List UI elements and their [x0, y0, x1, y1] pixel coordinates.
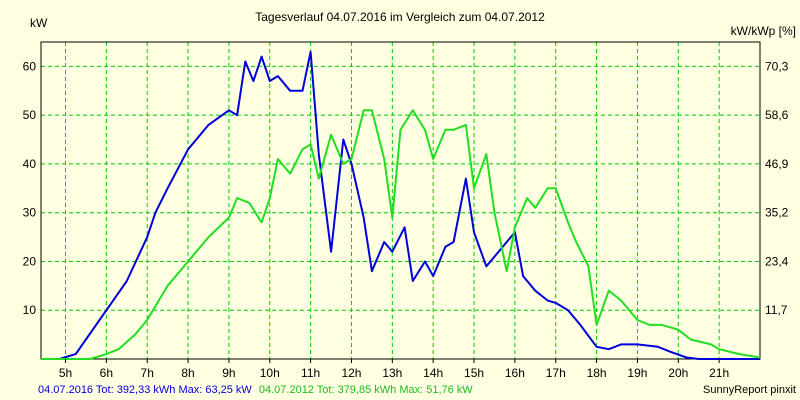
x-tick-label: 18h — [587, 366, 607, 380]
x-tick-label: 6h — [100, 366, 113, 380]
x-tick-label: 15h — [464, 366, 484, 380]
y-tick-label-left: 20 — [23, 254, 37, 268]
x-tick-label: 21h — [709, 366, 729, 380]
series-layer — [41, 50, 761, 360]
x-tick-label: 10h — [260, 366, 280, 380]
chart-title: Tagesverlauf 04.07.2016 im Vergleich zum… — [255, 10, 545, 24]
x-axis-ticks: 5h 6h 7h 8h 9h 10h 11h 12h 13h 14h 15h 16h 17h 18h 19h… — [59, 359, 729, 380]
y-tick-label-right: 70,3 — [765, 59, 789, 73]
series-line-0 — [41, 50, 760, 360]
y-tick-label-left: 30 — [23, 206, 37, 220]
footer-summary-2012: 04.07.2012 Tot: 379,85 kWh Max: 51,76 kW — [259, 384, 473, 396]
x-tick-label: 11h — [301, 366, 320, 380]
x-tick-label: 5h — [59, 366, 72, 380]
x-tick-label: 8h — [181, 366, 194, 380]
footer-credit: SunnyReport pinxit — [703, 384, 796, 396]
y-axis-right-ticks: 11,7 23,4 35,2 46,9 58,6 70,3 — [765, 59, 789, 317]
y-axis-left-ticks: 10 20 30 40 50 60 — [23, 59, 37, 317]
series-line-1 — [41, 109, 761, 360]
x-tick-label: 13h — [382, 366, 402, 380]
y-axis-right-label: kW/kWp [%] — [731, 24, 796, 38]
y-tick-label-left: 60 — [23, 59, 37, 73]
x-tick-label: 7h — [141, 366, 154, 380]
x-tick-label: 12h — [341, 366, 361, 380]
x-tick-label: 16h — [505, 366, 525, 380]
y-tick-label-right: 58,6 — [765, 108, 789, 122]
y-tick-label-left: 50 — [23, 108, 37, 122]
y-tick-label-right: 11,7 — [765, 303, 788, 317]
y-tick-label-right: 35,2 — [765, 206, 789, 220]
grid — [41, 42, 760, 359]
x-tick-label: 9h — [222, 366, 235, 380]
plot-border — [40, 41, 761, 360]
y-tick-label-left: 40 — [23, 157, 37, 171]
x-tick-label: 14h — [423, 366, 443, 380]
y-tick-label-right: 46,9 — [765, 157, 789, 171]
footer-summary-2016: 04.07.2016 Tot: 392,33 kWh Max: 63,25 kW — [38, 384, 252, 396]
footer-summary: 04.07.2016 Tot: 392,33 kWh Max: 63,25 kW… — [38, 384, 473, 396]
x-tick-label: 17h — [546, 366, 566, 380]
x-tick-label: 20h — [668, 366, 688, 380]
y-tick-label-right: 23,4 — [765, 254, 789, 268]
y-axis-left-label: kW — [30, 16, 48, 30]
x-tick-label: 19h — [627, 366, 647, 380]
y-tick-label-left: 10 — [23, 303, 37, 317]
